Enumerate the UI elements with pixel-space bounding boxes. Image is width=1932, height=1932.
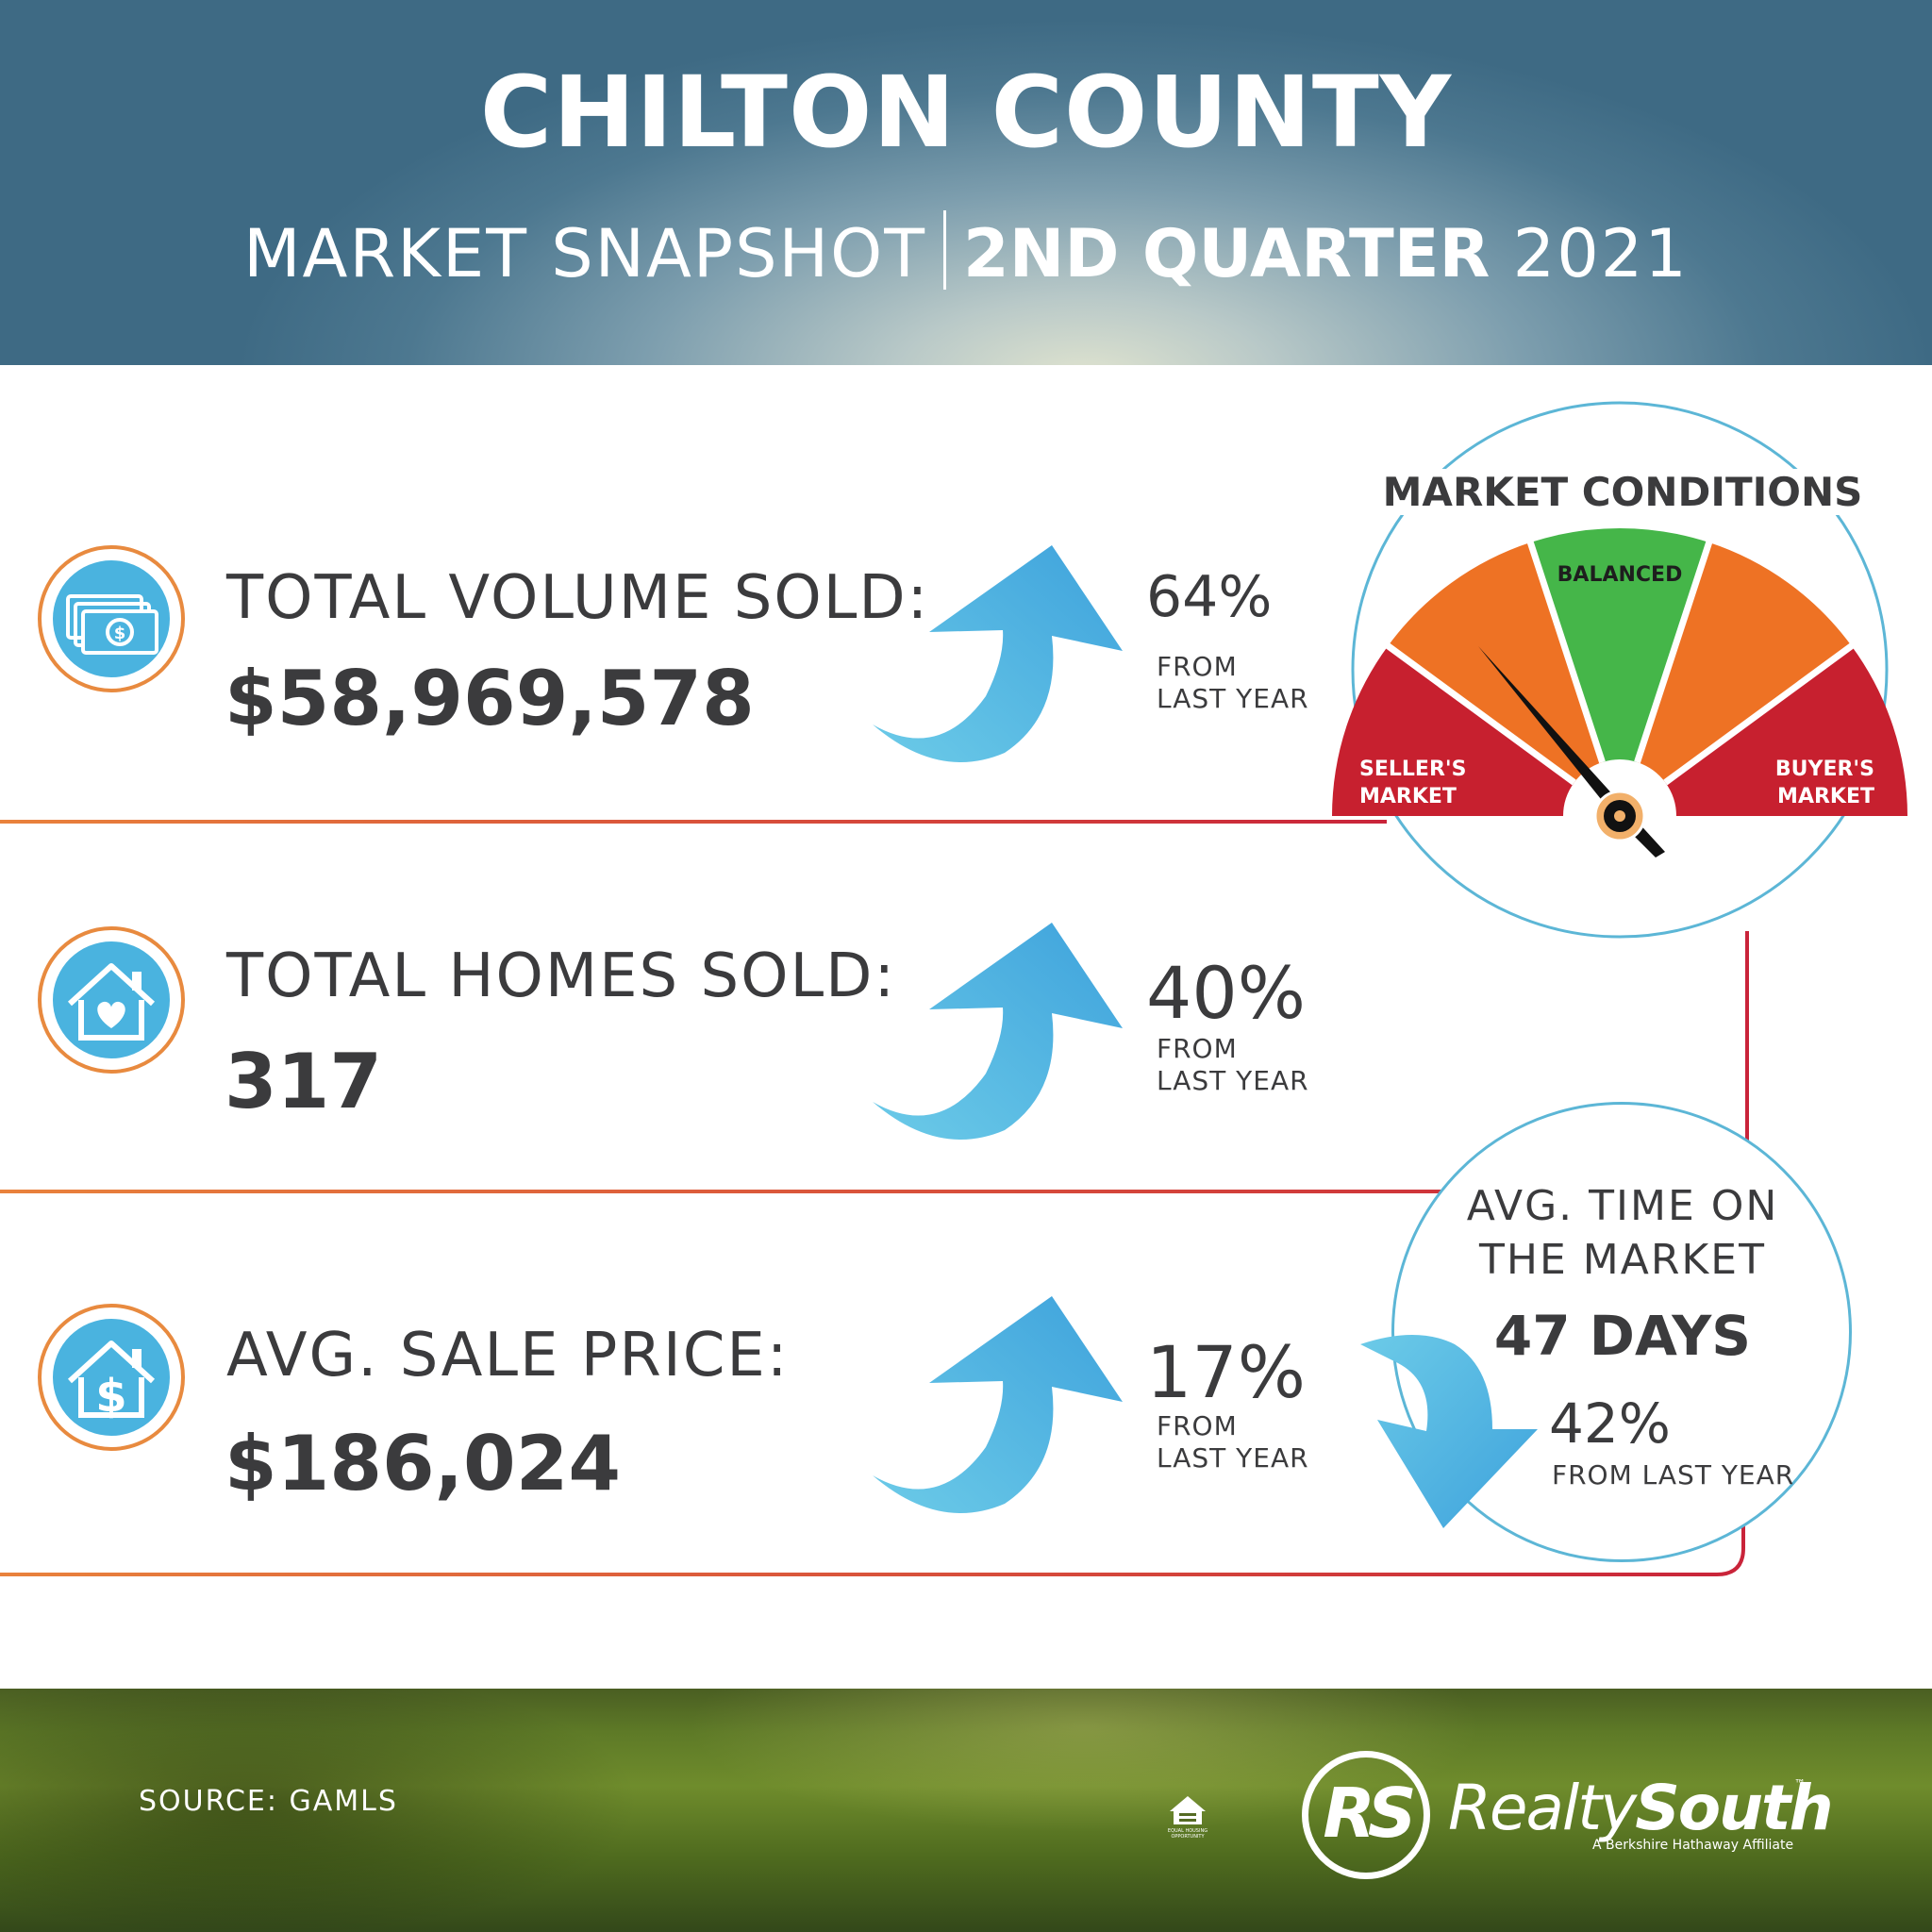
price-from-line2: LAST YEAR [1157,1442,1309,1474]
homes-from-line2: LAST YEAR [1157,1065,1309,1096]
realtysouth-logo-initials: RS [1323,1774,1416,1853]
gauge-label-buyers-2: MARKET [1777,785,1874,808]
gauge-label-buyers-1: BUYER'S [1775,758,1874,781]
svg-text:EQUAL HOUSING: EQUAL HOUSING [1168,1828,1208,1834]
price-label: AVG. SALE PRICE: [226,1321,790,1391]
source-note: SOURCE: GAMLS [139,1785,398,1818]
house-dollar-icon-glyph: $ [67,1341,156,1423]
volume-label: TOTAL VOLUME SOLD: [226,563,930,633]
time-from: FROM LAST YEAR [1552,1459,1795,1491]
subtitle-divider [943,210,947,290]
time-label-line1: AVG. TIME ON [1466,1182,1779,1230]
realtysouth-logo-circle [1302,1751,1430,1879]
footer-shade [0,1689,1932,1932]
time-change: 42% [1549,1391,1671,1456]
price-from: FROM LAST YEAR [1157,1410,1309,1474]
subtitle-snapshot: MARKET SNAPSHOT [243,215,927,292]
gauge-label-sellers-2: MARKET [1359,785,1457,808]
svg-text:OPPORTUNITY: OPPORTUNITY [1171,1834,1205,1840]
time-label-line2: THE MARKET [1479,1236,1766,1284]
volume-from-line2: LAST YEAR [1157,683,1309,714]
volume-from-line1: FROM [1157,651,1238,682]
volume-change: 64% [1146,564,1273,630]
volume-up-arrow-icon [873,545,1123,762]
house-dollar-icon: $ [38,1304,185,1451]
homes-from: FROM LAST YEAR [1157,1033,1309,1097]
homes-change: 40% [1146,951,1306,1035]
money-icon: $ [38,545,185,692]
svg-text:$: $ [114,624,126,643]
svg-text:$: $ [95,1370,126,1423]
page-title: CHILTON COUNTY [479,55,1453,170]
homes-value: 317 [225,1038,382,1125]
page-subtitle: MARKET SNAPSHOT 2ND QUARTER 2021 [0,210,1932,292]
volume-value: $58,969,578 [225,655,755,742]
gauge-label-sellers-1: SELLER'S [1359,758,1466,781]
header-banner [0,0,1932,365]
logo-name-bold: South [1635,1772,1833,1844]
logo-tagline: A Berkshire Hathaway Affiliate [1592,1838,1794,1853]
time-days-value: 47 DAYS [1493,1304,1752,1368]
house-heart-icon [38,926,185,1074]
subtitle-year: 2021 [1512,215,1689,292]
logo-name-light: Realty [1448,1772,1637,1844]
footer-banner [0,1689,1932,1932]
row-divider-1 [0,820,1387,824]
gauge-segment-buyers [1665,645,1907,816]
row-divider-3 [0,1509,1745,1576]
house-heart-icon-glyph [67,963,156,1041]
price-up-arrow-icon [873,1296,1123,1513]
market-conditions-title: MARKET CONDITIONS [1325,469,1920,515]
homes-up-arrow-icon [873,923,1123,1140]
volume-from: FROM LAST YEAR [1157,651,1309,715]
homes-from-line1: FROM [1157,1033,1238,1064]
gauge-label-balanced: BALANCED [1557,563,1683,587]
gauge-hub-center [1614,810,1625,822]
price-from-line1: FROM [1157,1410,1238,1441]
gauge-segment-sellers [1332,645,1574,816]
subtitle-quarter: 2ND QUARTER [963,215,1491,292]
time-down-arrow-icon [1360,1335,1538,1528]
price-change: 17% [1146,1330,1306,1414]
logo-trademark: ™ [1794,1777,1806,1790]
market-conditions-gauge: BALANCED SELLER'S MARKET BUYER'S MARKET [1332,401,1907,939]
money-icon-glyph: $ [66,594,158,655]
price-value: $186,024 [225,1420,622,1507]
equal-housing-icon: EQUAL HOUSING OPPORTUNITY [1168,1796,1208,1840]
gauge-segment-balanced [1530,527,1709,762]
realtysouth-logo-name: RealtySouth [1448,1772,1834,1844]
homes-label: TOTAL HOMES SOLD: [226,941,896,1011]
